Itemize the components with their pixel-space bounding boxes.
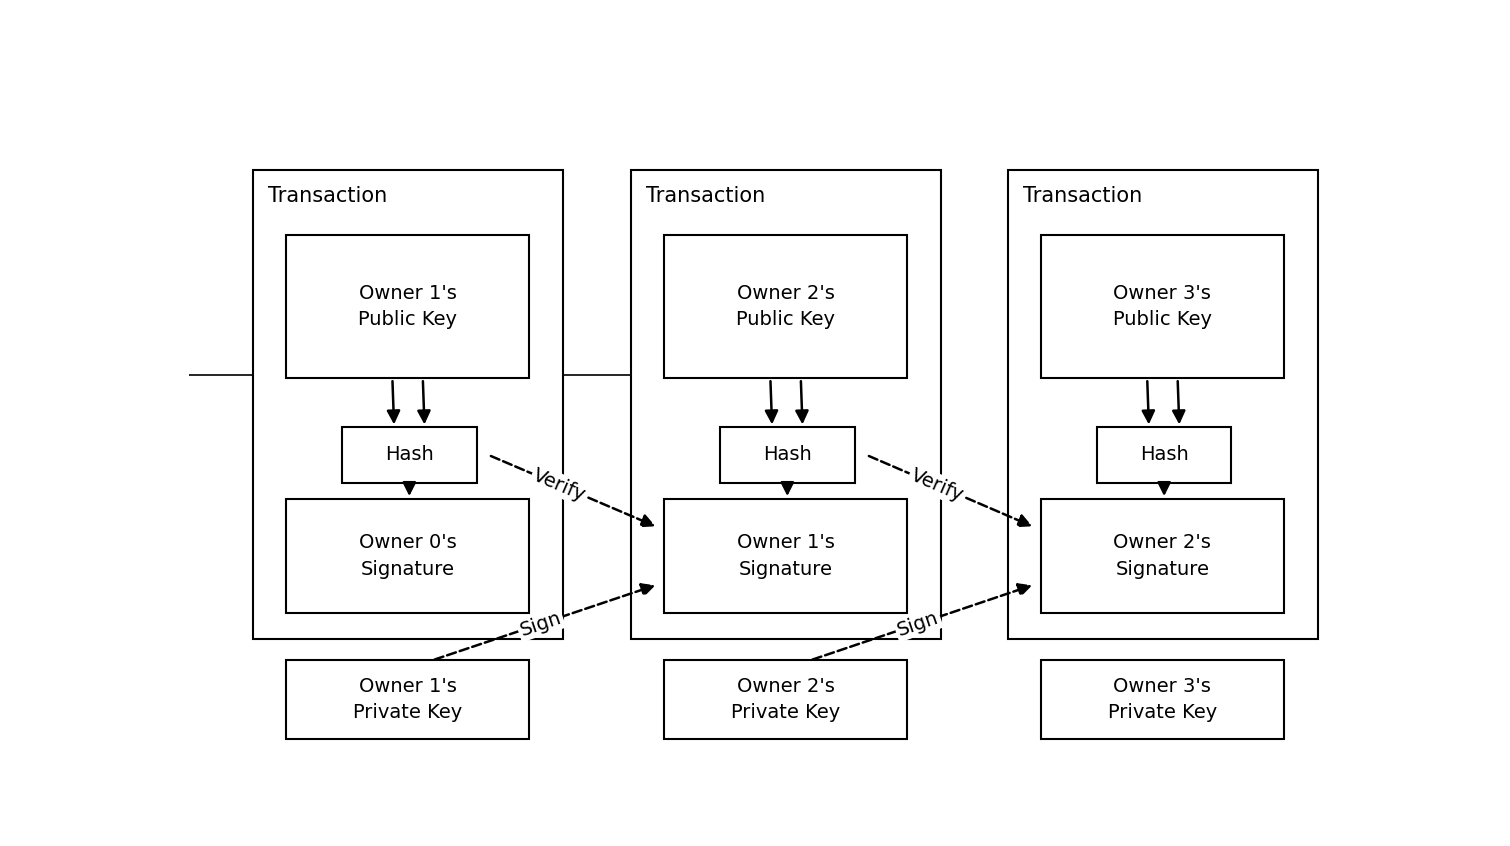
Text: Owner 1's
Signature: Owner 1's Signature xyxy=(737,533,835,579)
Text: Owner 3's
Public Key: Owner 3's Public Key xyxy=(1113,284,1213,329)
Text: Transaction: Transaction xyxy=(269,186,388,206)
Text: Hash: Hash xyxy=(385,445,433,464)
Text: Transaction: Transaction xyxy=(646,186,766,206)
Bar xyxy=(664,499,908,613)
Bar xyxy=(254,170,563,639)
Text: Owner 2's
Private Key: Owner 2's Private Key xyxy=(731,677,840,722)
Text: Transaction: Transaction xyxy=(1024,186,1143,206)
Bar xyxy=(285,235,530,378)
Text: Owner 2's
Public Key: Owner 2's Public Key xyxy=(735,284,835,329)
Bar xyxy=(1009,170,1318,639)
Bar xyxy=(631,170,941,639)
Bar xyxy=(343,427,477,482)
Bar xyxy=(664,235,908,378)
Text: Verify: Verify xyxy=(908,465,966,505)
Bar xyxy=(285,499,530,613)
Bar xyxy=(1040,661,1284,739)
Bar xyxy=(664,661,908,739)
Text: Hash: Hash xyxy=(1140,445,1188,464)
Bar xyxy=(1040,235,1284,378)
Bar xyxy=(285,661,530,739)
Text: Owner 2's
Signature: Owner 2's Signature xyxy=(1113,533,1211,579)
Bar xyxy=(720,427,855,482)
Text: Hash: Hash xyxy=(763,445,812,464)
Bar xyxy=(1040,499,1284,613)
Text: Owner 3's
Private Key: Owner 3's Private Key xyxy=(1108,677,1217,722)
Text: Owner 0's
Signature: Owner 0's Signature xyxy=(359,533,456,579)
Text: Verify: Verify xyxy=(530,465,589,505)
Text: Owner 1's
Private Key: Owner 1's Private Key xyxy=(353,677,462,722)
Text: Sign: Sign xyxy=(895,608,941,640)
Bar xyxy=(1096,427,1232,482)
Text: Owner 1's
Public Key: Owner 1's Public Key xyxy=(358,284,458,329)
Text: Sign: Sign xyxy=(518,608,563,640)
